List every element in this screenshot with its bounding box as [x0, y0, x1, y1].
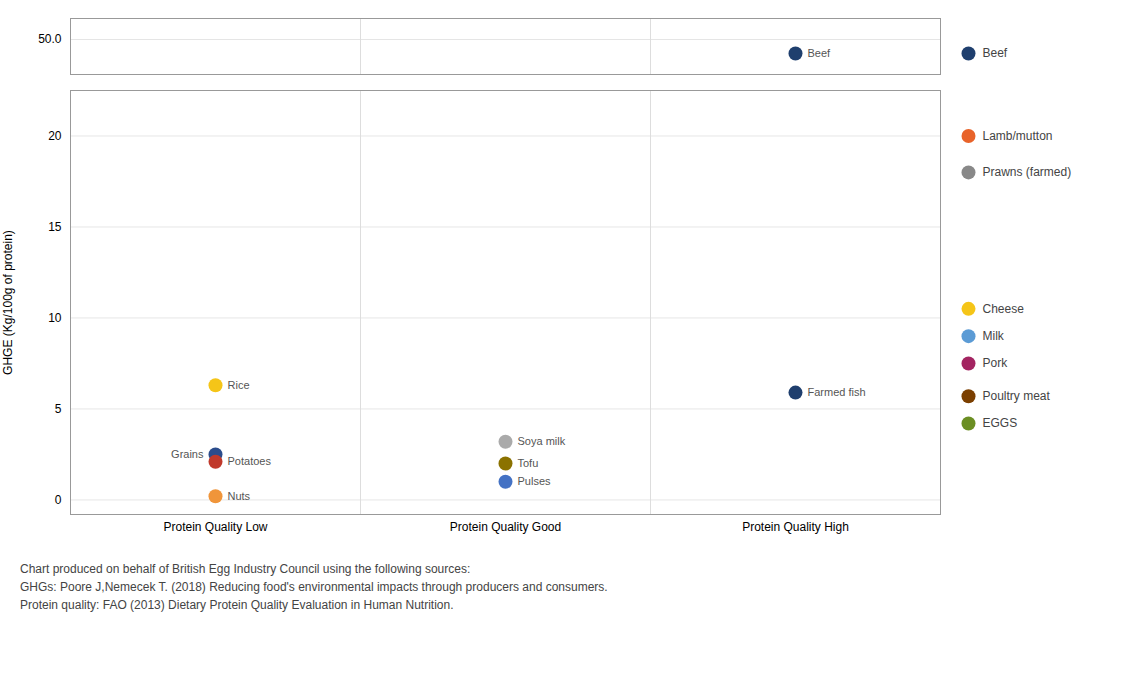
svg-text:Cheese: Cheese [983, 302, 1025, 316]
svg-text:Soya milk: Soya milk [518, 435, 566, 447]
html-text:Chart produced on behalf of Br: Chart produced on behalf of British Egg … [20, 562, 608, 612]
svg-text:GHGE (Kg/100g of protein): GHGE (Kg/100g of protein) [1, 230, 15, 375]
svg-text:50.0: 50.0 [38, 32, 62, 46]
svg-text:10: 10 [48, 311, 62, 325]
svg-text:Protein Quality Good: Protein Quality Good [450, 520, 561, 534]
svg-text:Nuts: Nuts [228, 490, 251, 502]
svg-text:EGGS: EGGS [983, 416, 1018, 430]
svg-text:Milk: Milk [983, 329, 1005, 343]
svg-text:Protein Quality High: Protein Quality High [742, 520, 849, 534]
svg-text:Rice: Rice [228, 379, 250, 391]
svg-text:Prawns (farmed): Prawns (farmed) [983, 165, 1072, 179]
svg-text:Poultry meat: Poultry meat [983, 389, 1051, 403]
svg-text:0: 0 [55, 493, 62, 507]
svg-text:Pulses: Pulses [518, 475, 552, 487]
svg-text:20: 20 [48, 129, 62, 143]
svg-text:Lamb/mutton: Lamb/mutton [983, 129, 1053, 143]
svg-text:Tofu: Tofu [518, 457, 539, 469]
svg-text:Protein Quality Low: Protein Quality Low [163, 520, 267, 534]
svg-text:5: 5 [55, 402, 62, 416]
svg-text:Grains: Grains [171, 448, 204, 460]
svg-text:15: 15 [48, 220, 62, 234]
svg-text:Farmed fish: Farmed fish [808, 386, 866, 398]
svg-text:Beef: Beef [808, 47, 832, 59]
svg-text:Potatoes: Potatoes [228, 455, 272, 467]
svg-text:Pork: Pork [983, 356, 1009, 370]
svg-text:Beef: Beef [983, 46, 1008, 60]
